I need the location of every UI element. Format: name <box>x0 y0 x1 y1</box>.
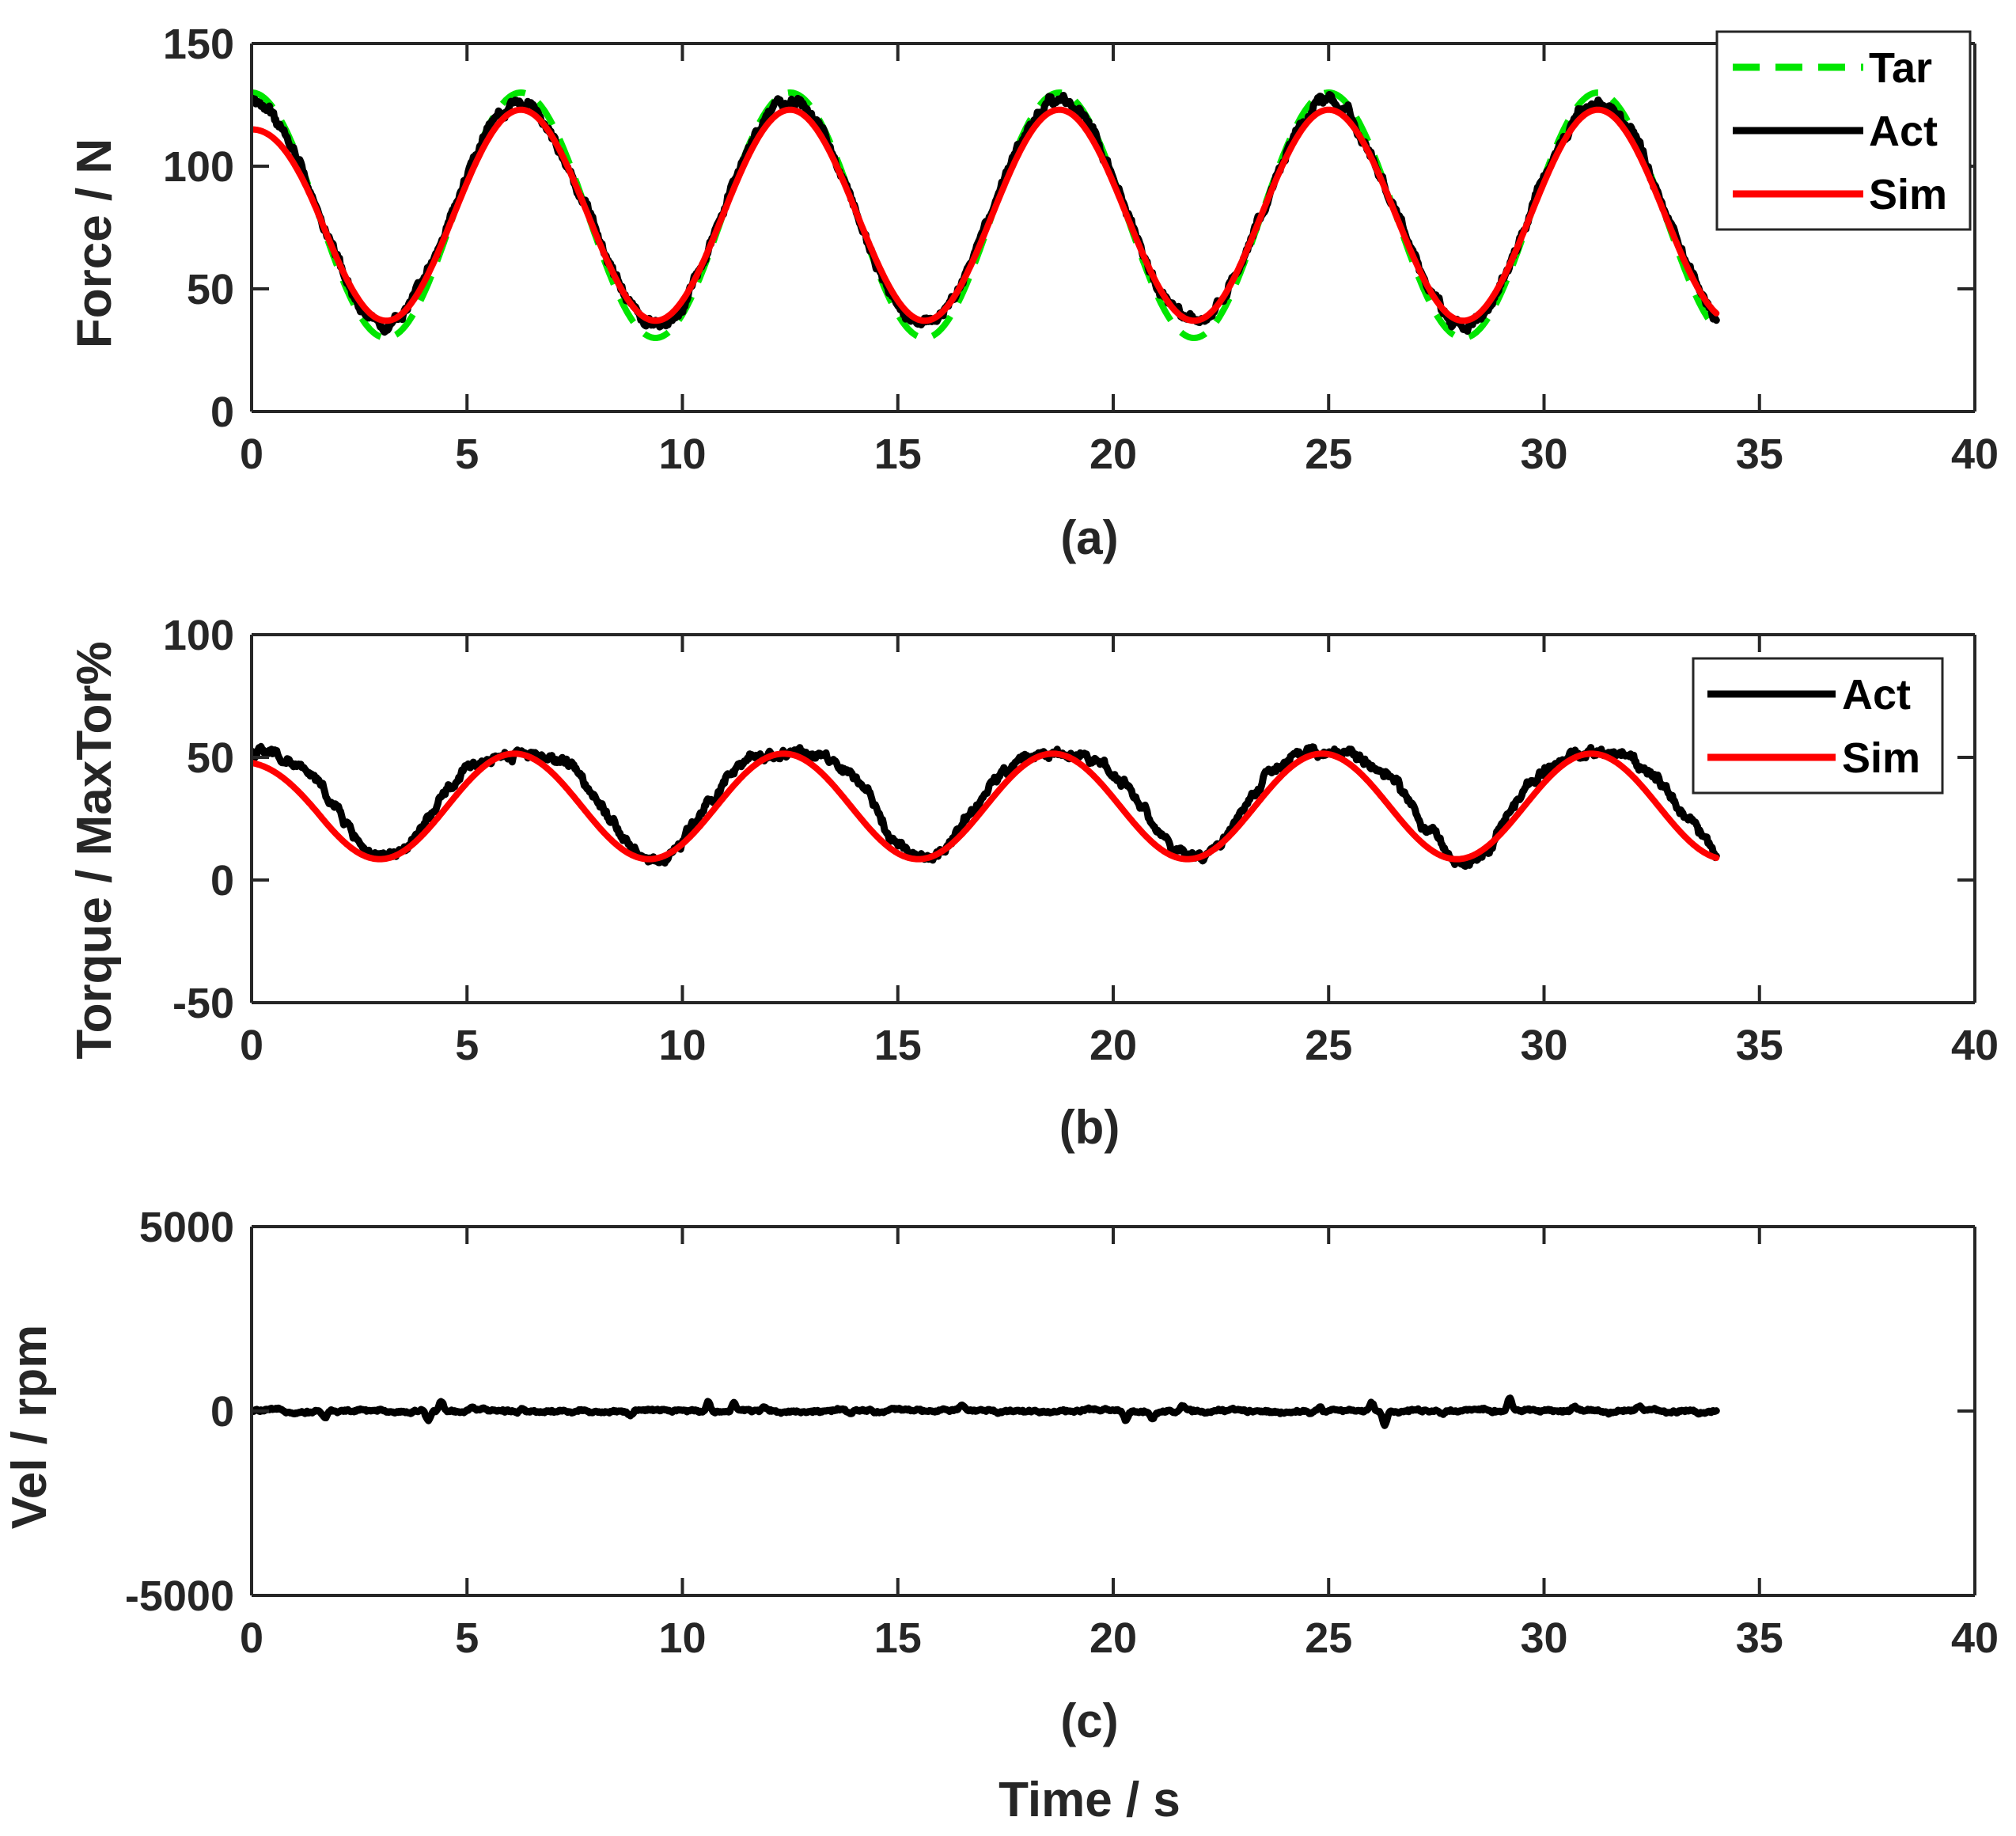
series-line-tar <box>252 89 1719 341</box>
x-tick-label: 40 <box>1951 1614 1999 1662</box>
x-tick-label: 30 <box>1520 1022 1567 1069</box>
x-tick-label: 5 <box>455 431 479 478</box>
legend: Tar Act Sim <box>1715 30 1972 231</box>
legend-label-sim: Sim <box>1869 171 1947 218</box>
chart-force: 0 5 10 15 20 25 30 35 40 0 50 100 150 Force / N (a) Tar… <box>67 21 1999 564</box>
x-tick-label: 35 <box>1736 1614 1783 1662</box>
x-tick-label: 5 <box>455 1022 479 1069</box>
x-tick-label: 25 <box>1305 431 1352 478</box>
y-tick-label: 0 <box>210 857 234 905</box>
x-tick-label: 30 <box>1520 1614 1567 1662</box>
y-tick-label: -5000 <box>125 1572 234 1620</box>
y-tick-label: 0 <box>210 389 234 436</box>
x-tick-label: 25 <box>1305 1022 1352 1069</box>
y-tick-label: 150 <box>163 21 234 68</box>
x-tick-label: 10 <box>658 1022 706 1069</box>
legend-label-act: Act <box>1869 108 1938 155</box>
x-tick-label: 25 <box>1305 1614 1352 1662</box>
legend: Act Sim <box>1692 657 1944 795</box>
y-axis-label: Torque / MaxTor% <box>67 641 122 1059</box>
chart-caption: (b) <box>1059 1101 1120 1154</box>
y-tick-label: 100 <box>163 612 234 659</box>
x-tick-label: 0 <box>240 1022 263 1069</box>
x-tick-label: 40 <box>1951 1022 1999 1069</box>
y-tick-label: 5000 <box>139 1204 234 1251</box>
x-tick-label: 15 <box>874 431 922 478</box>
legend-label-sim: Sim <box>1842 734 1920 782</box>
chart-caption: (a) <box>1060 511 1118 564</box>
x-tick-label: 35 <box>1736 431 1783 478</box>
x-tick-label: 10 <box>658 431 706 478</box>
x-tick-label: 20 <box>1089 1022 1137 1069</box>
x-tick-label: 30 <box>1520 431 1567 478</box>
x-axis-label: Time / s <box>999 1773 1180 1827</box>
legend-label-act: Act <box>1842 671 1911 719</box>
y-axis-label: Vel / rpm <box>2 1325 57 1529</box>
x-tick-label: 5 <box>455 1614 479 1662</box>
legend-box <box>1692 657 1944 795</box>
x-tick-label: 20 <box>1089 1614 1137 1662</box>
x-tick-label: 10 <box>658 1614 706 1662</box>
x-tick-label: 20 <box>1089 431 1137 478</box>
series-line-sim <box>252 106 1720 324</box>
series-group <box>252 742 1720 871</box>
x-tick-label: 15 <box>874 1022 922 1069</box>
series-line-act <box>252 1394 1720 1429</box>
chart-caption: (c) <box>1060 1694 1118 1747</box>
x-tick-label: 35 <box>1736 1022 1783 1069</box>
y-tick-label: 50 <box>187 734 234 782</box>
x-tick-label: 40 <box>1951 431 1999 478</box>
y-tick-label: 0 <box>210 1388 234 1436</box>
series-group <box>252 89 1720 341</box>
series-line-sim <box>252 750 1720 863</box>
x-tick-label: 15 <box>874 1614 922 1662</box>
y-tick-label: 50 <box>187 266 234 313</box>
series-group <box>252 1394 1720 1429</box>
y-tick-label: 100 <box>163 143 234 191</box>
x-tick-label: 0 <box>240 1614 263 1662</box>
x-tick-label: 0 <box>240 431 263 478</box>
y-axis-label: Force / N <box>67 138 122 348</box>
legend-label-tar: Tar <box>1869 44 1932 92</box>
y-tick-label: -50 <box>172 980 234 1027</box>
series-line-act <box>252 91 1720 336</box>
